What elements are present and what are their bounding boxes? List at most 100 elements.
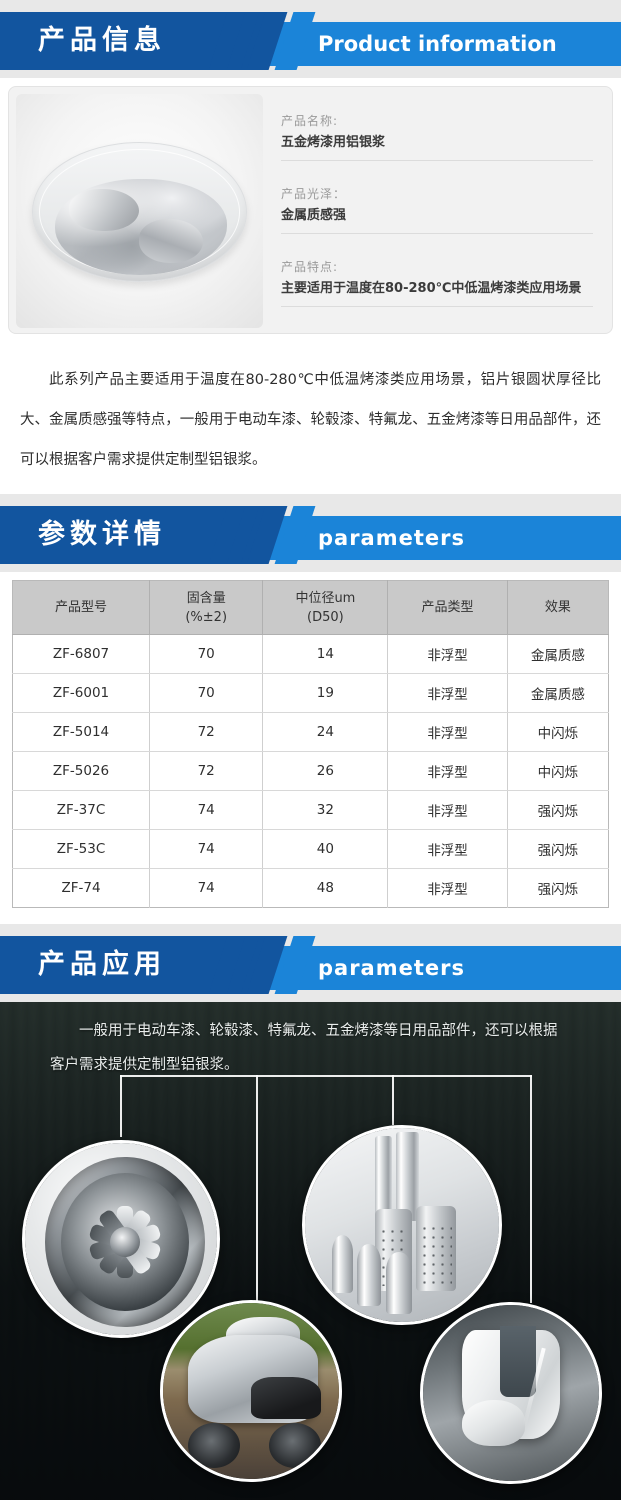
cell-type: 非浮型	[387, 634, 508, 674]
cell-type: 非浮型	[387, 673, 508, 713]
product-name-value: 五金烤漆用铝银浆	[281, 132, 593, 161]
cell-effect: 中闪烁	[507, 751, 609, 791]
part-notch	[500, 1326, 536, 1397]
table-row: ZF-37C 74 32 非浮型 强闪烁	[12, 790, 609, 830]
cell-model: ZF-5014	[12, 712, 151, 752]
aluminum-flakes-shape	[55, 179, 227, 275]
product-description: 此系列产品主要适用于温度在80-280℃中低温烤漆类应用场景，铝片银圆状厚径比大…	[20, 372, 601, 468]
product-feature-value: 主要适用于温度在80-280℃中低温烤漆类应用场景	[281, 278, 593, 307]
cell-solid: 74	[149, 829, 264, 869]
cell-d50: 26	[262, 751, 389, 791]
cell-effect: 中闪烁	[507, 712, 609, 752]
application-text: 一般用于电动车漆、轮毂漆、特氟龙、五金烤漆等日用品部件，还可以根据客户需求提供定…	[50, 1023, 558, 1073]
cell-model: ZF-6807	[12, 634, 151, 674]
cell-model: ZF-37C	[12, 790, 151, 830]
spec-table-wrap: 产品型号 固含量 (%±2) 中位径um (D50) 产品类型 效果	[0, 572, 621, 924]
cell-d50: 32	[262, 790, 389, 830]
product-gloss-value: 金属质感强	[281, 205, 593, 234]
metal-tubes-and-baskets-photo	[302, 1125, 502, 1325]
scooter-seat	[251, 1376, 322, 1420]
cell-model: ZF-74	[12, 868, 151, 908]
cell-solid: 74	[149, 868, 264, 908]
product-gloss-label: 产品光泽：	[281, 187, 347, 201]
scooter-wheel	[268, 1422, 322, 1469]
table-row: ZF-53C 74 40 非浮型 强闪烁	[12, 829, 609, 869]
section-title-en: parameters	[318, 526, 465, 550]
section-title-cn: 参数详情	[38, 519, 166, 550]
wheel-rim-shape	[45, 1157, 205, 1327]
col-header-product-type: 产品类型	[387, 580, 508, 635]
table-row: ZF-5026 72 26 非浮型 中闪烁	[12, 751, 609, 791]
col-header-solid-content: 固含量 (%±2)	[149, 580, 264, 635]
banner-dark-block	[0, 506, 232, 564]
product-name-label: 产品名称:	[281, 114, 339, 128]
cell-type: 非浮型	[387, 868, 508, 908]
section-title-cn: 产品应用	[38, 949, 166, 980]
section-banner-parameters: 参数详情 parameters	[0, 494, 621, 572]
cell-effect: 强闪烁	[507, 790, 609, 830]
section-title-en: parameters	[318, 956, 465, 980]
cell-solid: 70	[149, 673, 264, 713]
cell-type: 非浮型	[387, 790, 508, 830]
cell-type: 非浮型	[387, 829, 508, 869]
metal-cone	[332, 1234, 354, 1293]
petri-dish-shape	[32, 142, 247, 282]
table-row: ZF-6807 70 14 非浮型 金属质感	[12, 634, 609, 674]
cell-d50: 19	[262, 673, 389, 713]
cell-solid: 70	[149, 634, 264, 674]
metal-cone	[386, 1252, 412, 1315]
cell-solid: 74	[149, 790, 264, 830]
col-header-effect: 效果	[507, 580, 609, 635]
product-gloss-field: 产品光泽： 金属质感强	[281, 183, 593, 234]
section-banner-product-information: 产品信息 Product information	[0, 0, 621, 78]
cell-effect: 强闪烁	[507, 829, 609, 869]
banner-dark-block	[0, 12, 232, 70]
connector-line-mid-right	[392, 1075, 394, 1125]
product-feature-field: 产品特点: 主要适用于温度在80-280℃中低温烤漆类应用场景	[281, 256, 593, 307]
cell-effect: 强闪烁	[507, 868, 609, 908]
col-header-model: 产品型号	[12, 580, 151, 635]
connector-line-right	[530, 1075, 532, 1303]
section-title-en: Product information	[318, 32, 557, 56]
cell-solid: 72	[149, 712, 264, 752]
car-wheel-rim-photo	[22, 1140, 220, 1338]
basket-perforations	[419, 1224, 453, 1286]
cell-effect: 金属质感	[507, 634, 609, 674]
metal-tube	[396, 1131, 420, 1222]
cell-d50: 14	[262, 634, 389, 674]
section-title-cn: 产品信息	[38, 25, 166, 56]
cell-d50: 40	[262, 829, 389, 869]
electric-scooter-photo	[160, 1300, 342, 1482]
section-banner-application: 产品应用 parameters	[0, 924, 621, 1002]
cell-model: ZF-53C	[12, 829, 151, 869]
banner-dark-block	[0, 936, 232, 994]
connector-line-mid-left	[256, 1075, 258, 1302]
product-name-field: 产品名称: 五金烤漆用铝银浆	[281, 110, 593, 161]
connector-line-top	[120, 1075, 532, 1077]
connector-line-left	[120, 1075, 122, 1137]
perforated-basket	[415, 1205, 457, 1291]
cell-type: 非浮型	[387, 751, 508, 791]
spec-table: 产品型号 固含量 (%±2) 中位径um (D50) 产品类型 效果	[12, 580, 609, 908]
cell-effect: 金属质感	[507, 673, 609, 713]
part-foot	[461, 1400, 526, 1446]
cell-solid: 72	[149, 751, 264, 791]
cell-model: ZF-6001	[12, 673, 151, 713]
scooter-wheel	[187, 1422, 241, 1469]
product-info-card: 产品名称: 五金烤漆用铝银浆 产品光泽： 金属质感强 产品特点: 主要适用于温度…	[8, 86, 613, 334]
cell-type: 非浮型	[387, 712, 508, 752]
wheel-inner-disc	[61, 1173, 189, 1311]
cell-d50: 48	[262, 868, 389, 908]
col-header-median-diameter: 中位径um (D50)	[262, 580, 389, 635]
product-feature-label: 产品特点:	[281, 260, 339, 274]
product-info-wrap: 产品名称: 五金烤漆用铝银浆 产品光泽： 金属质感强 产品特点: 主要适用于温度…	[0, 78, 621, 334]
table-row: ZF-74 74 48 非浮型 强闪烁	[12, 868, 609, 908]
wheel-hub	[110, 1227, 140, 1257]
table-row: ZF-5014 72 24 非浮型 中闪烁	[12, 712, 609, 752]
cell-model: ZF-5026	[12, 751, 151, 791]
table-header-row: 产品型号 固含量 (%±2) 中位径um (D50) 产品类型 效果	[12, 580, 609, 635]
cell-d50: 24	[262, 712, 389, 752]
product-photo	[16, 94, 263, 328]
white-plastic-part-photo	[420, 1302, 602, 1484]
